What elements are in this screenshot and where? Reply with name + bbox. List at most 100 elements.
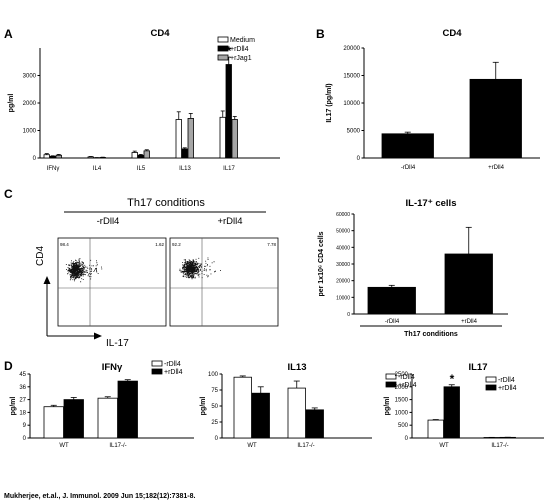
chart-d-il17: IL17 0 500 1000 1500 2000 2500 pg/ml WT IL17-/- * -… (384, 362, 544, 449)
y-tick-label-d3: 2500 (395, 372, 409, 378)
flow-quad-left-ur: 1.62 (155, 242, 164, 247)
flow-plot-right (169, 237, 279, 327)
y-tick-label-d3: 500 (398, 423, 409, 429)
flow-header: Th17 conditions (127, 197, 205, 209)
bar-d3-wt-rdll4 (427, 419, 444, 439)
bar-d1-il17-rdll4 (117, 380, 138, 439)
bar-d2-il17-rdll4 (305, 409, 324, 439)
bar-a-ifn-rjag1 (55, 154, 62, 159)
panel-letter-a: A (4, 27, 13, 41)
bar-d2-wt-rdll4 (233, 376, 252, 439)
flow-cloud-right (179, 257, 221, 280)
x-tick-label-c: +rDll4 (461, 319, 478, 325)
x-tick-label-b: +rDll4 (488, 165, 505, 171)
x-tick-label-d2: WT (247, 443, 257, 449)
chart-title-b: CD4 (442, 28, 462, 39)
bar-a-il17-medium (219, 116, 226, 159)
bar-d1-wt-rdll4 (43, 406, 64, 439)
chart-c: IL-17⁺ cells 0 10000 20000 30000 40000 50000 60… (318, 198, 508, 338)
legend-label-d2-rdll4: +rDll4 (398, 382, 417, 389)
bar-d3-wt-rdll4 (443, 386, 460, 439)
x-tick-label-d3: IL17-/- (491, 443, 508, 449)
y-axis-label-d1: pg/ml (10, 397, 17, 416)
il17-axis-label: IL-17 (106, 338, 129, 349)
bar-a-il5-medium (131, 152, 138, 159)
y-tick-label-c: 0 (347, 312, 350, 318)
chart-d-ifng: IFNγ 0 9 18 27 36 45 pg/ml WT IL17-/- -rDll4+rDll4 (10, 360, 194, 449)
panel-letter-b: B (316, 27, 325, 41)
x-tick-label-a: IL5 (137, 166, 146, 172)
y-axis-label-a: pg/ml (8, 94, 15, 113)
bar-a-il4-medium (87, 156, 94, 159)
y-tick-label-d2: 75 (211, 388, 218, 394)
legend-label-d2-rdll4: -rDll4 (398, 374, 415, 381)
chart-a: CD4 0 1000 2000 3000 pg/ml IFNγ IL4 IL5 IL13 IL17 *… (8, 28, 280, 172)
bar-a-ifn-rdll4 (49, 155, 56, 159)
flow-quad-right-ul: 92.2 (172, 242, 181, 247)
y-tick-label-d1: 18 (19, 410, 26, 416)
chart-title-d2: IL13 (287, 362, 306, 373)
bar-a-il13-rjag1 (187, 118, 194, 159)
y-tick-label-c: 20000 (336, 279, 350, 285)
x-tick-label-d3: WT (439, 443, 449, 449)
bar-b-rdll4 (469, 78, 522, 159)
bar-a-il5-rdll4 (137, 154, 144, 159)
y-tick-label-a: 0 (33, 156, 37, 162)
chart-title-a: CD4 (150, 28, 170, 39)
y-tick-label-d3: 2000 (395, 385, 409, 391)
bar-a-ifn-medium (43, 154, 50, 159)
y-tick-label-b: 10000 (343, 101, 360, 107)
significance-star-d3: * (450, 372, 455, 386)
y-tick-label-a: 2000 (23, 101, 37, 107)
legend-swatch-d1-rdll4 (151, 360, 163, 367)
chart-title-d3: IL17 (468, 362, 487, 373)
x-tick-label-a: IL17 (223, 166, 235, 172)
y-axis-label-d2: pg/ml (200, 397, 207, 416)
panel-letter-d: D (4, 359, 13, 373)
y-axis-label-d3: pg/ml (384, 397, 391, 416)
flow-dots-left (65, 258, 103, 283)
legend-swatch-a-medium (217, 36, 229, 43)
y-tick-label-c: 30000 (336, 262, 350, 268)
flow-col-right-label: +rDll4 (217, 216, 242, 227)
y-tick-label-a: 3000 (23, 74, 37, 80)
y-tick-label-d2: 25 (211, 420, 218, 426)
x-tick-label-a: IL13 (179, 166, 191, 172)
bar-a-il13-rdll4 (181, 148, 188, 159)
chart-d-il13: IL13 0 25 50 75 100 pg/ml WT IL17-/- -rDll4+rDll4 (200, 362, 417, 449)
y-tick-label-c: 60000 (336, 212, 350, 218)
y-tick-label-d1: 36 (19, 385, 26, 391)
bar-a-il13-medium (175, 119, 182, 159)
x-tick-label-d2: IL17-/- (297, 443, 314, 449)
y-tick-label-d1: 27 (19, 398, 26, 404)
flow-cytometry-panel: Th17 conditions -rDll4 +rDll4 98.4 1.62 … (35, 197, 279, 349)
bar-d2-il17-rdll4 (287, 387, 306, 439)
legend-label-d3-rdll4: +rDll4 (498, 385, 517, 392)
x-tick-label-c: -rDll4 (385, 319, 400, 325)
y-tick-label-d1: 45 (19, 372, 26, 378)
flow-quad-left-ul: 98.4 (60, 242, 69, 247)
y-tick-label-b: 15000 (343, 74, 360, 80)
legend-label-d3-rdll4: -rDll4 (498, 377, 515, 384)
y-tick-label-c: 40000 (336, 245, 350, 251)
cd4-axis-label: CD4 (35, 246, 46, 266)
y-tick-label-b: 0 (357, 156, 361, 162)
bar-d1-wt-rdll4 (63, 399, 84, 439)
y-tick-label-d2: 0 (215, 436, 219, 442)
citation: Mukherjee, et.al., J. Immunol. 2009 Jun … (4, 493, 195, 500)
panel-letter-c: C (4, 187, 13, 201)
bar-d2-wt-rdll4 (251, 392, 270, 439)
y-tick-label-d3: 1500 (395, 398, 409, 404)
x-tick-label-b: -rDll4 (401, 165, 416, 171)
legend-swatch-d2-rdll4 (385, 381, 397, 388)
legend-swatch-d1-rdll4 (151, 368, 163, 375)
legend-swatch-d3-rdll4 (485, 376, 497, 383)
chart-title-c: IL-17⁺ cells (406, 198, 457, 209)
bar-c-rdll4 (444, 253, 493, 315)
flow-plot-left (57, 237, 167, 327)
y-tick-label-c: 10000 (336, 295, 350, 301)
y-tick-label-b: 5000 (347, 129, 361, 135)
y-tick-label-d2: 100 (208, 372, 219, 378)
y-tick-label-d1: 9 (23, 423, 27, 429)
